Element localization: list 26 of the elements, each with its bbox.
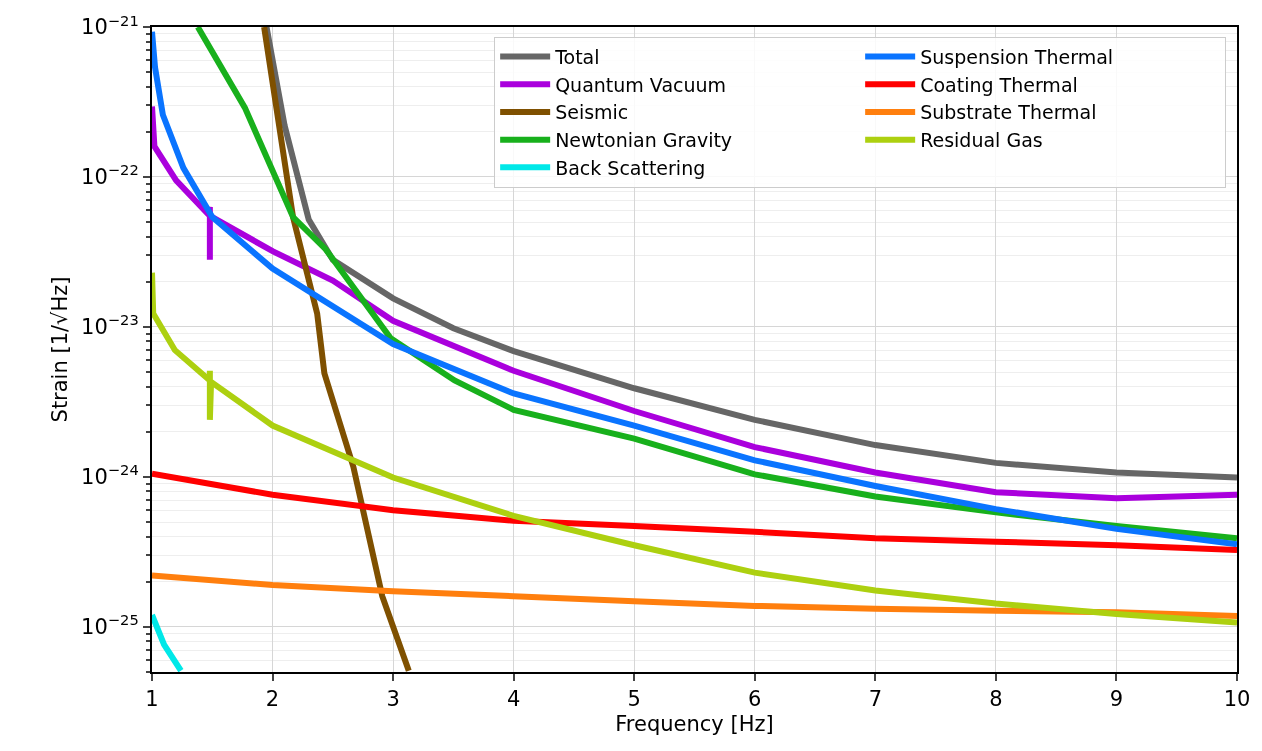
x-tick-label: 1 [145,687,159,712]
legend-label: Residual Gas [920,129,1043,152]
x-axis-title: Frequency [Hz] [615,711,774,736]
x-tick-label: 2 [265,687,280,712]
legend-label: Substrate Thermal [920,101,1097,124]
legend-label: Suspension Thermal [920,45,1114,68]
x-tick-label: 10 [1223,687,1251,712]
y-axis-title: Strain [1/√Hz] [47,276,72,423]
y-tick-label: 10$^{−21}$ [81,11,139,40]
legend-label: Back Scattering [555,156,706,179]
legend-label: Coating Thermal [920,73,1078,96]
x-tick-label: 8 [989,687,1003,712]
x-tick-label: 4 [506,687,521,712]
legend-label: Total [554,45,600,68]
x-tick-label: 7 [868,687,883,712]
y-tick-label: 10$^{−24}$ [81,461,139,490]
x-tick-label: 5 [627,687,641,712]
y-tick-label: 10$^{−23}$ [81,311,139,340]
legend-label: Quantum Vacuum [555,73,727,96]
x-tick-label: 3 [386,687,400,712]
y-tick-label: 10$^{−25}$ [81,611,139,640]
x-tick-label: 6 [748,687,762,712]
y-tick-label: 10$^{−22}$ [81,161,139,190]
x-tick-label: 9 [1109,687,1124,712]
legend-label: Newtonian Gravity [555,129,733,152]
legend-label: Seismic [555,101,629,124]
